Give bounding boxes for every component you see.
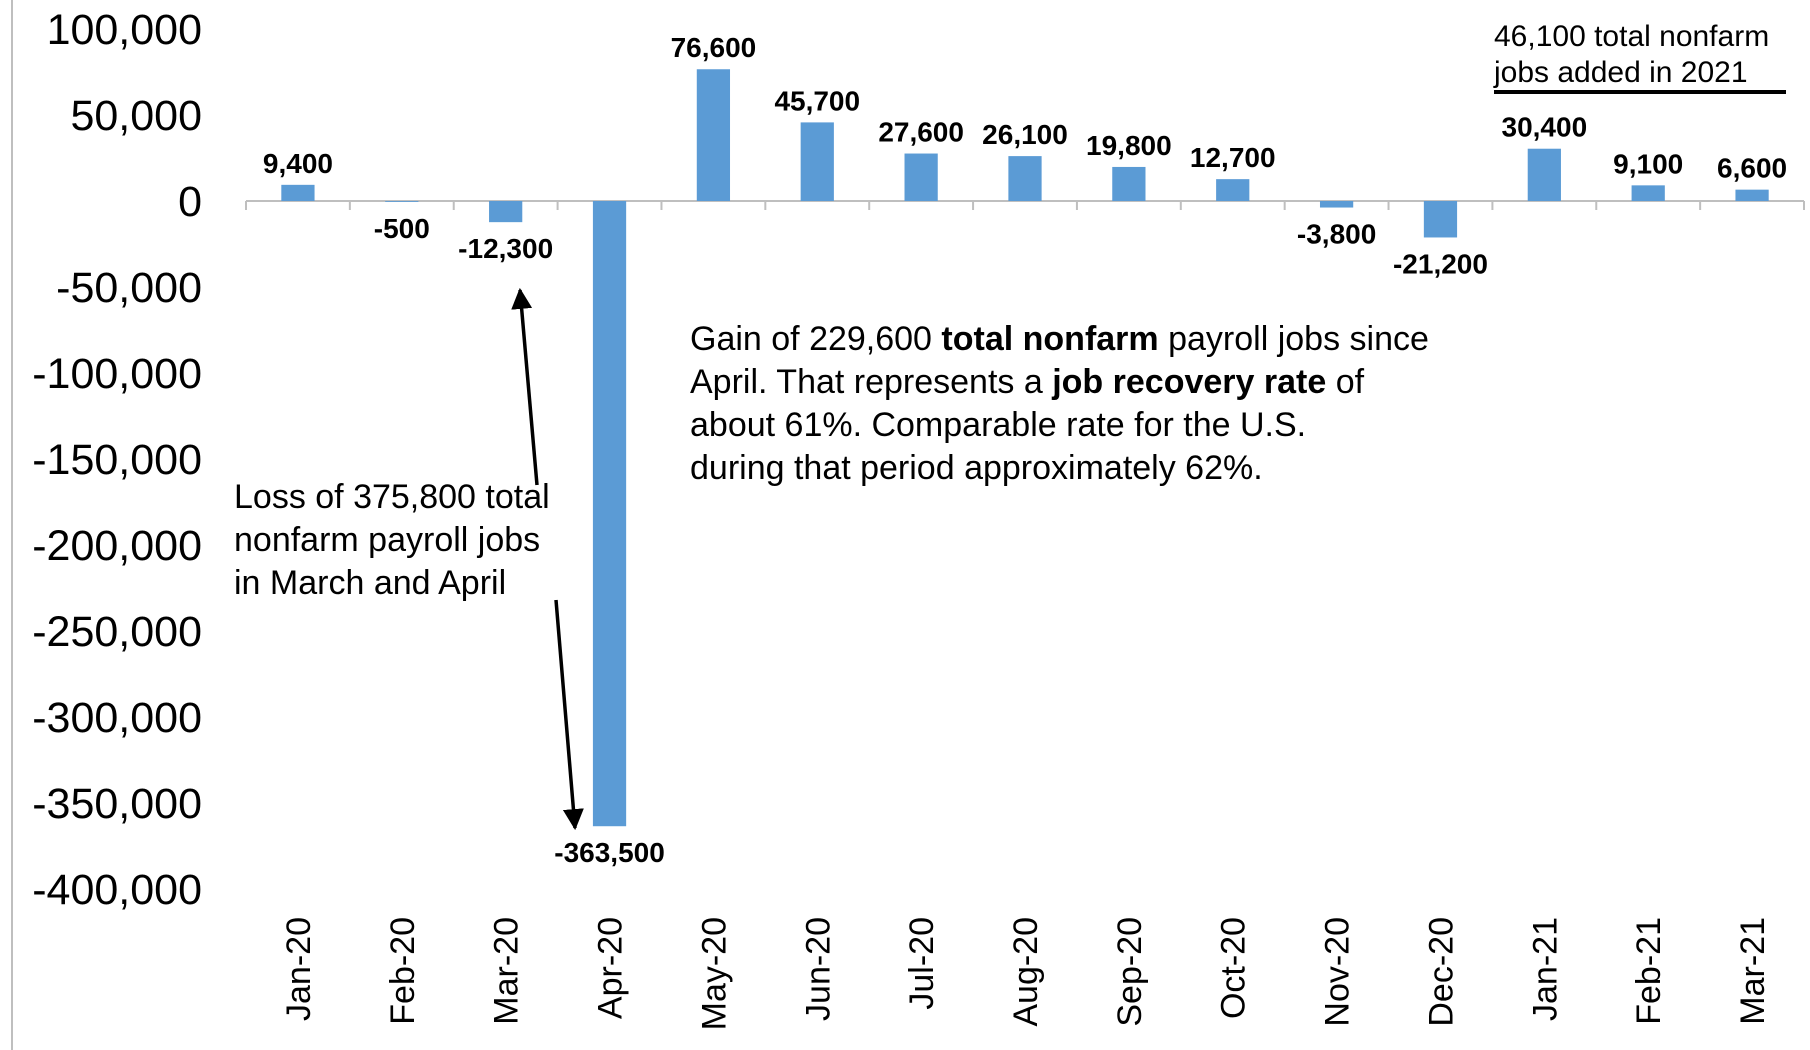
- y-tick-label: 50,000: [70, 92, 202, 140]
- x-tick-label: Feb-21: [1630, 917, 1668, 1025]
- bar: [489, 201, 523, 223]
- y-tick-label: -400,000: [32, 866, 202, 914]
- y-tick-label: -300,000: [32, 694, 202, 742]
- value-label: 9,400: [263, 148, 333, 179]
- y-tick-label: -250,000: [32, 608, 202, 656]
- annotation-text: during that period approximately 62%.: [690, 449, 1263, 487]
- value-label: 12,700: [1190, 142, 1276, 173]
- value-label: -500: [374, 213, 430, 244]
- value-label: 27,600: [878, 117, 964, 148]
- bar: [1008, 156, 1042, 201]
- annotation: nonfarm payroll jobs: [234, 521, 540, 559]
- bar: [696, 69, 731, 201]
- value-label: 30,400: [1502, 112, 1588, 143]
- y-tick-label: -350,000: [32, 780, 202, 828]
- x-tick-label: Jul-20: [903, 917, 941, 1010]
- annotation-text: total nonfarm: [941, 320, 1158, 358]
- annotation: during that period approximately 62%.: [690, 449, 1263, 487]
- x-tick-label: Sep-20: [1111, 917, 1149, 1027]
- y-tick-label: -100,000: [32, 350, 202, 398]
- value-label: -12,300: [458, 233, 553, 264]
- value-label: 6,600: [1717, 153, 1787, 184]
- annotation: 46,100 total nonfarm: [1494, 20, 1769, 53]
- bar: [1319, 201, 1354, 208]
- x-tick-label: Dec-20: [1422, 917, 1460, 1027]
- x-tick-label: Jan-21: [1526, 917, 1564, 1021]
- x-tick-label: Mar-20: [488, 917, 526, 1025]
- value-label: -3,800: [1297, 219, 1376, 250]
- bar: [1527, 148, 1561, 201]
- bar: [1112, 166, 1146, 201]
- x-tick-label: Feb-20: [384, 917, 422, 1025]
- annotation-text: Gain of 229,600: [690, 320, 941, 358]
- x-tick-label: May-20: [695, 917, 733, 1030]
- annotation: Loss of 375,800 total: [234, 478, 550, 516]
- annotation: in March and April: [234, 564, 506, 602]
- bar: [800, 122, 834, 201]
- bar: [281, 184, 315, 201]
- bar: [1735, 189, 1769, 201]
- annotation-text: jobs added in 2021: [1493, 56, 1748, 89]
- annotation-text: payroll jobs since: [1159, 320, 1429, 358]
- annotation-text: job recovery rate: [1051, 363, 1326, 401]
- annotation-text: about 61%. Comparable rate for the U.S.: [690, 406, 1306, 444]
- y-tick-label: 100,000: [47, 6, 202, 54]
- bar: [385, 201, 419, 202]
- y-tick-label: -200,000: [32, 522, 202, 570]
- bar: [1423, 201, 1458, 238]
- value-label: -363,500: [554, 837, 665, 868]
- y-tick-label: -150,000: [32, 436, 202, 484]
- annotation: jobs added in 2021: [1493, 56, 1748, 89]
- x-tick-label: Mar-21: [1734, 917, 1772, 1025]
- x-tick-label: Jun-20: [799, 917, 837, 1021]
- annotation-text: of: [1326, 363, 1364, 401]
- x-tick-label: Nov-20: [1319, 917, 1357, 1027]
- value-label: 45,700: [774, 85, 860, 116]
- x-tick-label: Aug-20: [1007, 917, 1045, 1027]
- annotation: Gain of 229,600 total nonfarm payroll jo…: [690, 320, 1429, 358]
- bar: [1631, 185, 1665, 201]
- annotation-text: 46,100 total nonfarm: [1494, 20, 1769, 53]
- x-tick-label: Jan-20: [280, 917, 318, 1021]
- value-label: 76,600: [671, 32, 757, 63]
- x-tick-label: Apr-20: [592, 917, 630, 1019]
- annotation-text: in March and April: [234, 564, 506, 602]
- value-label: -21,200: [1393, 248, 1488, 279]
- value-label: 9,100: [1613, 148, 1683, 179]
- annotation: April. That represents a job recovery ra…: [690, 363, 1365, 401]
- arrow: [554, 599, 584, 831]
- bar: [592, 201, 627, 827]
- value-label: 26,100: [982, 119, 1068, 150]
- y-tick-label: 0: [178, 178, 202, 226]
- annotation-text: nonfarm payroll jobs: [234, 521, 540, 559]
- bar: [1216, 179, 1250, 201]
- value-label: 19,800: [1086, 130, 1172, 161]
- y-tick-label: -50,000: [56, 264, 202, 312]
- x-tick-label: Oct-20: [1215, 917, 1253, 1019]
- bar: [904, 153, 938, 201]
- annotation: about 61%. Comparable rate for the U.S.: [690, 406, 1306, 444]
- annotation-text: Loss of 375,800 total: [234, 478, 550, 516]
- arrow: [511, 287, 539, 486]
- annotation-text: April. That represents a: [690, 363, 1052, 401]
